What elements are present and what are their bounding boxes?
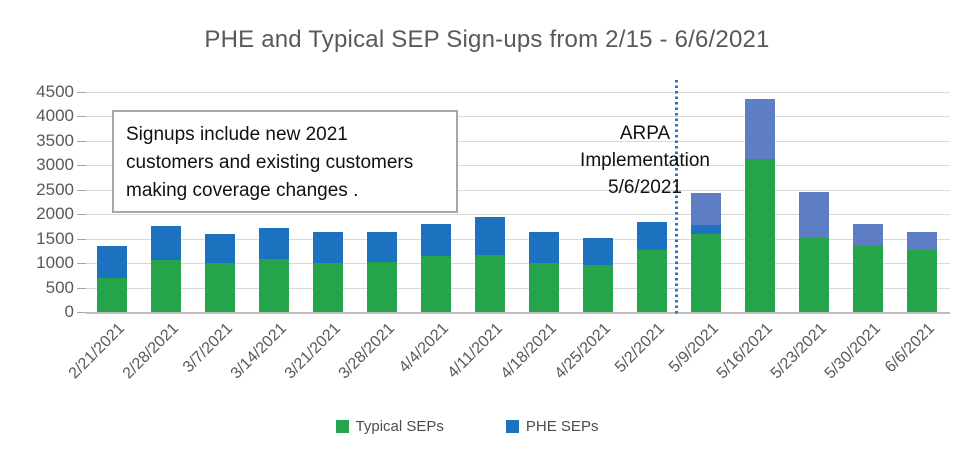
bar-segment [637, 221, 667, 250]
x-axis-label: 2/21/2021 [65, 320, 129, 383]
bar-segment [799, 237, 829, 312]
legend-item-phe: PHE SEPs [505, 418, 599, 435]
y-tick-mark [77, 287, 86, 289]
legend-label: PHE SEPs [525, 418, 599, 435]
bar-segment [691, 193, 721, 226]
x-axis-label: 6/6/2021 [881, 320, 939, 377]
y-axis-label: 4000 [36, 106, 74, 126]
bar-segment [529, 231, 559, 263]
bar-segment [583, 238, 613, 266]
gridline [86, 140, 950, 142]
y-tick-mark [77, 92, 86, 93]
bar-segment [853, 246, 883, 312]
bar-segment [205, 234, 235, 263]
bar-segment [907, 231, 937, 250]
y-tick-mark [77, 312, 86, 313]
gridline [86, 165, 950, 167]
gridline [86, 92, 950, 93]
y-tick-mark [77, 189, 86, 191]
gridline [86, 263, 950, 265]
y-axis-label: 3000 [36, 155, 74, 175]
y-tick-mark [77, 116, 86, 118]
x-axis-label: 5/30/2021 [821, 320, 885, 383]
bar-segment [367, 231, 397, 262]
y-tick-mark [77, 165, 86, 167]
x-axis-label: 3/14/2021 [227, 320, 291, 383]
x-axis-label: 3/21/2021 [281, 320, 345, 383]
y-axis-label: 4500 [36, 82, 74, 101]
bar-segment [583, 265, 613, 312]
bar-segment [259, 227, 289, 260]
legend-swatch-phe-icon [505, 420, 519, 433]
bar-segment [799, 191, 829, 238]
arpa-divider-line [675, 80, 678, 314]
bar-segment [259, 259, 289, 312]
y-axis-label: 3500 [36, 130, 74, 150]
legend-swatch-typical-icon [335, 420, 349, 433]
bar-segment [745, 99, 775, 159]
arpa-line: Implementation [580, 150, 710, 171]
x-axis-label: 2/28/2021 [119, 320, 183, 383]
gridline [86, 189, 950, 191]
y-axis-label: 1000 [36, 253, 74, 273]
bar-segment [421, 223, 451, 256]
y-tick-mark [77, 140, 86, 142]
y-axis-label: 0 [64, 302, 74, 321]
note-line: customers and existing customers [126, 152, 414, 173]
bar-segment [907, 249, 937, 312]
x-axis-label: 3/28/2021 [335, 320, 399, 383]
bar-segment [475, 216, 505, 255]
y-axis-label: 2000 [36, 204, 74, 224]
bar-segment [475, 254, 505, 312]
legend-item-typical: Typical SEPs [335, 418, 444, 435]
y-tick-mark [77, 238, 86, 240]
bar-segment [151, 260, 181, 312]
note-annotation-box: Signups include new 2021 customers and e… [112, 110, 458, 213]
gridline [86, 287, 950, 289]
bar-segment [421, 255, 451, 312]
note-line: making coverage changes . [126, 180, 359, 201]
bar-segment [637, 249, 667, 312]
arpa-line: 5/6/2021 [608, 177, 682, 198]
x-axis-label: 5/23/2021 [767, 320, 831, 383]
y-axis-label: 500 [45, 277, 74, 297]
bar-segment [853, 224, 883, 246]
bar-segment [313, 263, 343, 312]
chart-legend: Typical SEPs PHE SEPs [0, 418, 954, 435]
y-tick-mark [77, 214, 86, 216]
bar-segment [151, 226, 181, 261]
y-axis-label: 1500 [36, 228, 74, 248]
legend-label: Typical SEPs [355, 418, 444, 435]
bar-segment [97, 245, 127, 278]
bar-segment [691, 225, 721, 235]
gridline [86, 116, 950, 118]
x-axis-label: 4/11/2021 [444, 320, 507, 382]
y-axis-label: 2500 [36, 179, 74, 199]
x-axis-label: 4/25/2021 [551, 320, 615, 383]
arpa-line: ARPA [619, 123, 671, 144]
bar-segment [529, 262, 559, 312]
bar-segment [313, 231, 343, 264]
note-line: Signups include new 2021 [126, 124, 348, 145]
gridline [86, 214, 950, 216]
x-axis-label: 5/16/2021 [713, 320, 777, 383]
gridline [86, 238, 950, 240]
bar-segment [367, 261, 397, 312]
x-axis-label: 4/18/2021 [497, 320, 561, 383]
arpa-annotation: ARPA Implementation 5/6/2021 [562, 120, 728, 201]
x-axis-line [86, 312, 950, 314]
chart-title: PHE and Typical SEP Sign-ups from 2/15 -… [204, 26, 770, 53]
bar-segment [691, 234, 721, 312]
bar-segment [745, 158, 775, 312]
bar-segment [97, 277, 127, 312]
x-axis-label: 5/2/2021 [611, 320, 669, 377]
bar-segment [205, 262, 235, 312]
y-tick-mark [77, 263, 86, 265]
